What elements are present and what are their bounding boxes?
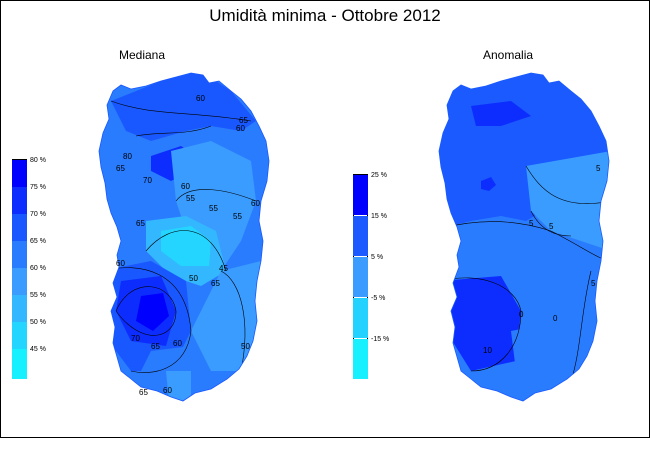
legend-anomalia-label: -5 % — [371, 295, 386, 302]
legend-mediana-label: 75 % — [30, 184, 46, 191]
mediana-contour-label: 60 — [236, 124, 245, 133]
legend-mediana-swatch — [12, 160, 27, 187]
mediana-contour-label: 60 — [116, 259, 125, 268]
legend-mediana-label: 80 % — [30, 157, 46, 164]
legend-mediana-swatch — [12, 295, 27, 322]
mediana-contour-label: 55 — [186, 194, 195, 203]
anomalia-contour-label: 5 — [591, 279, 596, 288]
mediana-contour-label: 65 — [211, 279, 220, 288]
legend-anomalia-label: -15 % — [371, 336, 390, 343]
legend-mediana-label: 65 % — [30, 238, 46, 245]
mediana-contour-label: 50 — [241, 342, 250, 351]
mediana-contour-label: 65 — [139, 388, 148, 397]
map-anomalia: 5 5 5 5 0 0 10 — [438, 72, 610, 402]
mediana-contour-label: 80 — [123, 152, 132, 161]
mediana-contour-label: 65 — [136, 219, 145, 228]
legend-mediana-label: 60 % — [30, 265, 46, 272]
mediana-contour-label: 70 — [143, 176, 152, 185]
map-title-mediana: Mediana — [119, 48, 166, 62]
anomalia-contour-label: 5 — [529, 219, 534, 228]
legend-anomalia-swatch — [353, 298, 368, 338]
legend-mediana-swatch — [12, 214, 27, 241]
legend-anomalia-label: 25 % — [371, 172, 387, 179]
legend-mediana-label: 45 % — [30, 346, 46, 353]
mediana-contour-label: 60 — [181, 182, 190, 191]
figure-title: Umidità minima - Ottobre 2012 — [209, 6, 441, 25]
anomalia-contour-label: 0 — [519, 310, 524, 319]
legend-mediana-swatch — [12, 187, 27, 214]
anomalia-contour-label: 5 — [549, 222, 554, 231]
legend-mediana-label: 70 % — [30, 211, 46, 218]
mediana-contour-label: 60 — [196, 94, 205, 103]
mediana-contour-label: 65 — [116, 164, 125, 173]
legend-mediana-swatch — [12, 349, 27, 379]
legend-anomalia-label: 15 % — [371, 213, 387, 220]
legend-anomalia-swatch — [353, 216, 368, 256]
mediana-contour-label: 65 — [151, 342, 160, 351]
map-title-anomalia: Anomalia — [483, 48, 534, 62]
legend-anomalia-swatch — [353, 257, 368, 297]
legend-mediana-label: 55 % — [30, 292, 46, 299]
mediana-contour-label: 70 — [131, 334, 140, 343]
figure-frame: Umidità minima - Ottobre 2012 Mediana An… — [0, 0, 650, 438]
legend-mediana-label: 50 % — [30, 319, 46, 326]
mediana-contour-label: 60 — [163, 386, 172, 395]
mediana-contour-label: 55 — [209, 204, 218, 213]
mediana-contour-label: 65 — [239, 116, 248, 125]
mediana-contour-label: 55 — [233, 212, 242, 221]
mediana-contour-label: 45 — [219, 264, 228, 273]
legend-mediana-swatch — [12, 268, 27, 295]
legend-anomalia-swatch — [353, 339, 368, 379]
legend-mediana-swatch — [12, 322, 27, 349]
anomalia-contour-label: 10 — [483, 346, 492, 355]
legend-anomalia-label: 5 % — [371, 254, 384, 261]
legend-anomalia-swatch — [353, 175, 368, 215]
mediana-contour-label: 60 — [251, 199, 260, 208]
island-outline-anomalia — [438, 72, 610, 402]
legend-mediana-swatch — [12, 241, 27, 268]
mediana-contour-label: 50 — [189, 274, 198, 283]
island-outline-mediana — [98, 72, 270, 402]
mediana-contour-label: 60 — [173, 339, 182, 348]
anomalia-contour-label: 5 — [596, 164, 601, 173]
anomalia-contour-label: 0 — [553, 314, 558, 323]
